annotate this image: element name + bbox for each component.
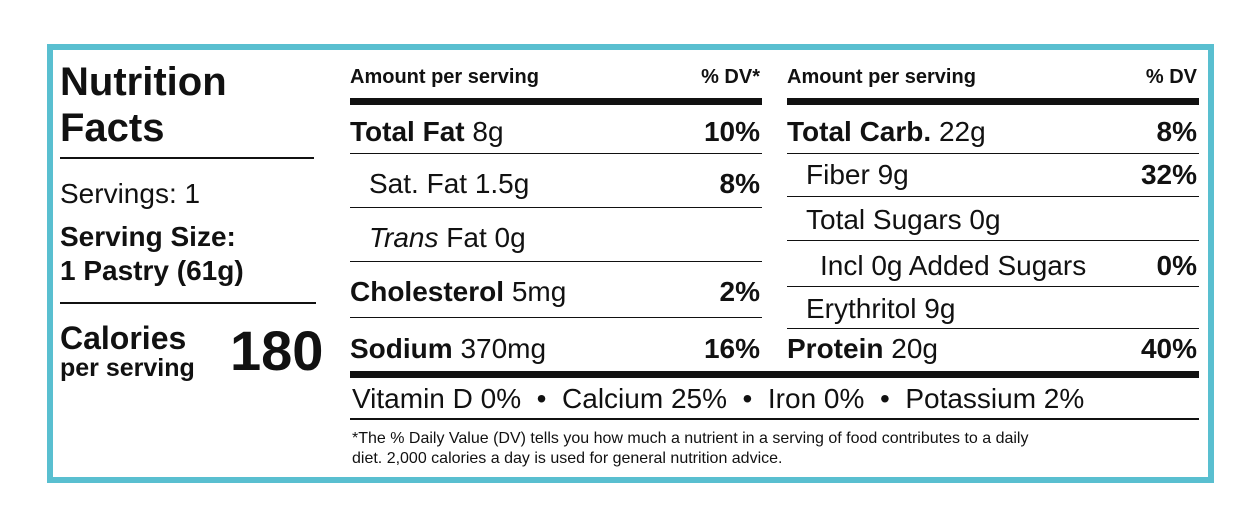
nutrient-total-fat: Total Fat 8g [350, 116, 504, 147]
label-title-line1: Nutrition [60, 60, 227, 104]
footnote-rule [350, 418, 1199, 420]
row-divider [350, 207, 762, 208]
nutrient-added-sugars: Incl 0g Added Sugars [820, 250, 1087, 281]
row-divider [787, 196, 1199, 197]
nutrient-protein: Protein 20g [787, 333, 938, 364]
calories-subtext: per serving [60, 354, 195, 382]
row-divider [787, 240, 1199, 241]
dv-sodium: 16% [703, 333, 760, 364]
row-divider [350, 317, 762, 318]
dv-total-carb: 8% [1156, 116, 1197, 147]
calories-label: Calories [60, 320, 187, 356]
row-divider [787, 328, 1199, 329]
serving-size-value: 1 Pastry (61g) [60, 255, 244, 286]
dv-added-sugars: 0% [1156, 250, 1197, 281]
right-header-rule [787, 98, 1199, 105]
servings-text: Servings: 1 [60, 178, 201, 209]
nutrient-total-carb: Total Carb. 22g [787, 116, 986, 147]
right-header-amount: Amount per serving [787, 66, 976, 88]
row-divider [350, 153, 762, 154]
nutrition-facts-label [47, 44, 1214, 483]
dv-total-fat: 10% [703, 116, 760, 147]
nutrient-erythritol: Erythritol 9g [806, 293, 956, 324]
footnote-line1: *The % Daily Value (DV) tells you how mu… [352, 430, 1029, 447]
footnote-line2: diet. 2,000 calories a day is used for g… [352, 450, 783, 467]
right-header-dv: % DV [1145, 66, 1197, 88]
nutrient-fiber: Fiber 9g [806, 159, 909, 190]
title-divider [60, 157, 314, 159]
dv-protein: 40% [1140, 333, 1197, 364]
left-header-dv: % DV* [701, 66, 760, 88]
dv-cholesterol: 2% [719, 276, 760, 307]
row-divider [787, 153, 1199, 154]
dv-fiber: 32% [1140, 159, 1197, 190]
nutrient-trans-fat: Trans Fat 0g [369, 222, 526, 253]
nutrient-total-sugars: Total Sugars 0g [806, 204, 1001, 235]
nutrient-sat-fat: Sat. Fat 1.5g [369, 168, 530, 199]
left-header-rule [350, 98, 762, 105]
row-divider [350, 261, 762, 262]
nutrient-cholesterol: Cholesterol 5mg [350, 276, 567, 307]
row-divider [787, 286, 1199, 287]
left-header-amount: Amount per serving [350, 66, 539, 88]
calories-value: 180 [230, 319, 324, 382]
dv-sat-fat: 8% [719, 168, 760, 199]
serving-divider [60, 302, 316, 304]
vitamins-minerals: Vitamin D 0% • Calcium 25% • Iron 0% • P… [352, 383, 1085, 414]
serving-size-label: Serving Size: [60, 221, 236, 252]
nutrient-sodium: Sodium 370mg [350, 333, 547, 364]
label-title-line2: Facts [60, 106, 165, 150]
vitamins-rule [350, 371, 1199, 378]
